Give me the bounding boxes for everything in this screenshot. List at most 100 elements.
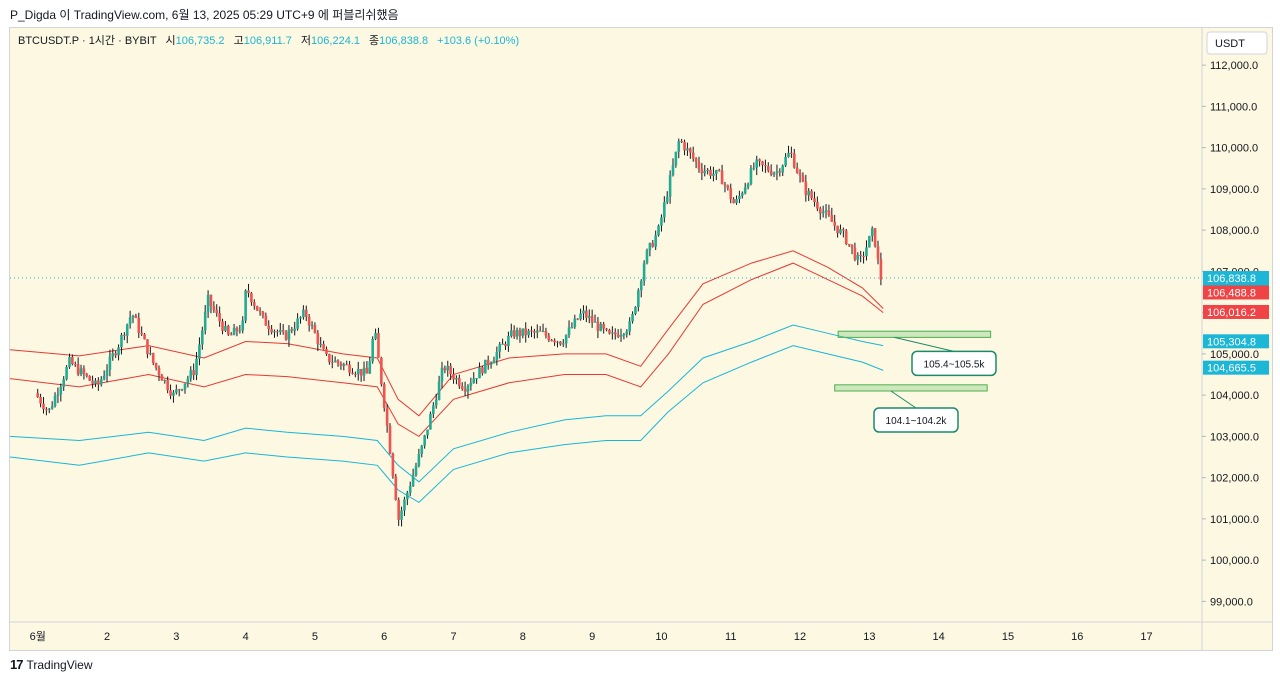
candle-down	[322, 343, 325, 350]
candle-up	[495, 351, 499, 361]
time-axis: 6월 2 3 4 5 6 7 8 9 10 11 12 13 14 15 16 17	[30, 630, 1153, 643]
candle-up	[507, 335, 510, 347]
candle-up	[599, 323, 603, 331]
candle-up	[273, 331, 276, 333]
candle-down	[71, 356, 74, 365]
candle-down	[247, 290, 250, 294]
candle-up	[642, 263, 646, 281]
candle-up	[201, 330, 204, 345]
candle-down	[717, 170, 721, 172]
candle-up	[746, 184, 750, 188]
candle-down	[689, 148, 692, 153]
candle-down	[732, 199, 735, 204]
candle-up	[663, 202, 666, 218]
candle-down	[778, 171, 782, 173]
candle-up	[183, 383, 187, 390]
candle-up	[567, 327, 571, 335]
legend-low-label: 저	[301, 34, 311, 47]
candle-up	[515, 330, 519, 337]
candle-up	[634, 307, 637, 314]
chart-frame[interactable]: BTCUSDT.P · 1시간 · BYBIT 시106,735.2 고106,…	[9, 27, 1273, 651]
candle-down	[651, 243, 655, 247]
candle-up	[47, 408, 51, 410]
candle-up	[645, 250, 649, 264]
candle-down	[486, 359, 490, 366]
legend-high: 106,911.7	[244, 35, 292, 47]
candle-down	[608, 329, 611, 334]
candle-down	[380, 357, 383, 385]
legend-high-label: 고	[234, 35, 244, 47]
candle-up	[50, 406, 54, 409]
candle-down	[792, 153, 796, 168]
candle-up	[278, 330, 282, 332]
candle-up	[677, 141, 681, 152]
candle-down	[700, 168, 704, 174]
candle-down	[697, 161, 701, 169]
candle-down	[504, 343, 507, 347]
candle-down	[45, 409, 48, 411]
candle-down	[345, 364, 348, 366]
candle-down	[550, 340, 554, 342]
candle-down	[830, 215, 834, 222]
candle-up	[865, 247, 868, 257]
candle-down	[114, 353, 117, 356]
candle-up	[53, 395, 57, 407]
x-tick-label: 17	[1140, 631, 1152, 643]
candle-up	[371, 339, 374, 362]
x-tick-label: 7	[450, 631, 456, 643]
x-tick-label: 11	[725, 631, 736, 643]
currency-box[interactable]	[1206, 31, 1268, 55]
candle-up	[368, 361, 372, 374]
candle-down	[258, 310, 262, 312]
candle-down	[354, 373, 357, 375]
candle-up	[622, 334, 626, 336]
candle-up	[570, 327, 574, 329]
candle-up	[426, 429, 429, 436]
price-label-bg	[1203, 360, 1269, 375]
x-tick-label: 6	[381, 631, 387, 643]
candle-down	[458, 377, 461, 387]
x-tick-label: 3	[173, 631, 179, 643]
candle-down	[769, 170, 773, 175]
candle-down	[758, 159, 761, 162]
candle-down	[862, 255, 865, 257]
candle-up	[238, 330, 242, 332]
candle-up	[59, 386, 63, 395]
candle-up	[319, 343, 323, 345]
y-tick-label: 100,000.0	[1210, 555, 1259, 567]
y-tick-label: 99,000.0	[1210, 596, 1253, 608]
candle-up	[475, 378, 478, 380]
x-tick-label: 6월	[30, 630, 46, 643]
candle-up	[206, 294, 210, 312]
candle-up	[287, 329, 291, 340]
candle-up	[775, 171, 779, 174]
candle-down	[766, 166, 770, 171]
candle-up	[296, 318, 299, 329]
candle-up	[224, 325, 227, 331]
candle-down	[827, 210, 831, 216]
candle-up	[131, 315, 135, 318]
candle-down	[853, 247, 857, 260]
candle-up	[743, 187, 747, 194]
x-tick-label: 13	[863, 631, 875, 643]
candle-down	[850, 244, 854, 248]
candle-down	[694, 158, 698, 162]
candle-down	[683, 141, 686, 151]
candle-up	[824, 210, 828, 212]
x-tick-label: 4	[243, 631, 249, 643]
candle-down	[229, 334, 233, 336]
zone-callout-pointer-2	[890, 390, 917, 409]
candle-down	[221, 321, 224, 331]
candle-down	[348, 364, 351, 373]
candle-up	[654, 235, 657, 247]
x-tick-label: 8	[520, 631, 526, 643]
candle-up	[117, 347, 120, 356]
candle-down	[818, 208, 822, 214]
candle-up	[715, 170, 718, 174]
candle-up	[120, 334, 123, 348]
candle-up	[541, 331, 545, 333]
price-label-bg	[1203, 334, 1269, 349]
y-tick-label: 101,000.0	[1210, 514, 1259, 526]
price-chart[interactable]: BTCUSDT.P · 1시간 · BYBIT 시106,735.2 고106,…	[9, 28, 1272, 650]
candle-down	[261, 311, 265, 316]
